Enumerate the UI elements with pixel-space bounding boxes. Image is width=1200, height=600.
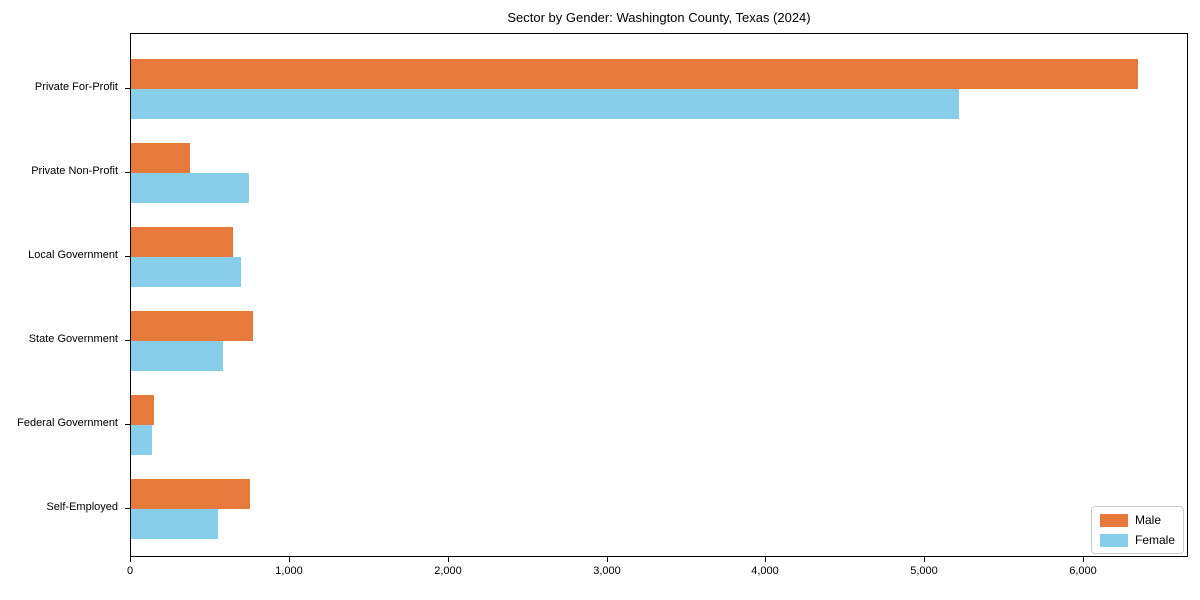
x-tick-mark (765, 557, 766, 562)
bar-female-0 (131, 89, 959, 119)
x-tick-label: 3,000 (593, 565, 621, 577)
y-tick-label: Private For-Profit (34, 81, 118, 93)
bar-female-2 (131, 257, 241, 287)
x-tick-label: 6,000 (1069, 565, 1097, 577)
legend-swatch-male (1100, 513, 1128, 527)
y-tick-mark (125, 88, 130, 89)
x-tick-label: 0 (126, 565, 134, 577)
x-tick-label: 5,000 (910, 565, 938, 577)
bar-male-0 (131, 59, 1138, 89)
y-tick-mark (125, 340, 130, 341)
legend: Male Female (1091, 506, 1184, 554)
legend-label: Female (1135, 533, 1176, 547)
y-tick-label: State Government (28, 333, 118, 345)
x-tick-mark (607, 557, 608, 562)
y-tick-label: Local Government (28, 249, 118, 261)
bar-male-4 (131, 395, 154, 425)
y-tick-label: Self-Employed (46, 501, 118, 513)
y-tick-label: Federal Government (17, 417, 118, 429)
x-tick-mark (924, 557, 925, 562)
bar-female-5 (131, 509, 218, 539)
y-tick-label: Private Non-Profit (31, 165, 118, 177)
y-tick-mark (125, 508, 130, 509)
legend-swatch-female (1100, 533, 1128, 547)
x-tick-mark (289, 557, 290, 562)
bar-female-4 (131, 425, 152, 455)
bar-male-5 (131, 479, 250, 509)
legend-label: Male (1135, 513, 1162, 527)
legend-item-male: Male (1100, 513, 1175, 527)
chart-title: Sector by Gender: Washington County, Tex… (507, 10, 811, 25)
x-tick-label: 4,000 (751, 565, 779, 577)
bar-female-1 (131, 173, 249, 203)
x-tick-mark (130, 557, 131, 562)
y-tick-mark (125, 424, 130, 425)
bar-male-1 (131, 143, 190, 173)
y-tick-mark (125, 172, 130, 173)
bar-male-2 (131, 227, 233, 257)
x-tick-label: 1,000 (275, 565, 303, 577)
x-tick-mark (448, 557, 449, 562)
x-tick-label: 2,000 (434, 565, 462, 577)
plot-area (130, 33, 1188, 557)
legend-item-female: Female (1100, 533, 1175, 547)
bar-male-3 (131, 311, 253, 341)
bar-female-3 (131, 341, 223, 371)
x-tick-mark (1083, 557, 1084, 562)
y-tick-mark (125, 256, 130, 257)
